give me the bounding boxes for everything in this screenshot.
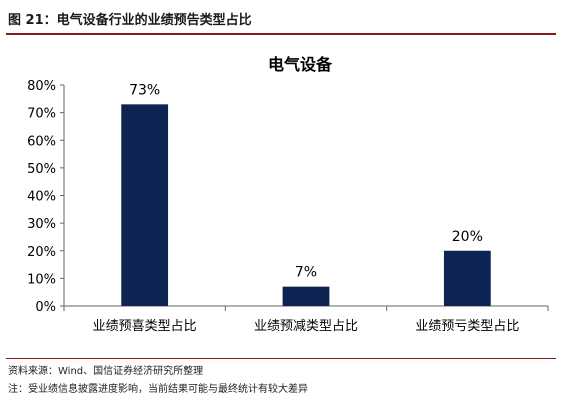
data-label: 7% [295,265,317,281]
y-tick-label: 20% [27,245,56,260]
y-tick-label: 30% [27,217,56,232]
y-axis: 0% 10% 20% 30% 40% 50% 60% 70% 80% [27,79,65,315]
bar [121,104,169,307]
y-tick-label: 0% [35,300,56,315]
bar [282,286,330,306]
chart-title: 电气设备 [268,55,333,74]
bars [121,104,491,307]
x-tick-label: 业绩预亏类型占比 [415,319,519,334]
y-tick-label: 80% [27,79,56,94]
disclaimer-note: 注：受业绩信息披露进度影响，当前结果可能与最终统计有较大差异 [8,384,308,395]
data-label: 20% [452,229,483,245]
bar-chart: 电气设备 0% 10% 20% 30% 40% 50% 60% 70% 80% 73% 7% 20%… [27,55,549,334]
bar [443,250,491,306]
y-tick-label: 40% [27,190,56,205]
x-tick-labels: 业绩预喜类型占比 业绩预减类型占比 业绩预亏类型占比 [93,319,520,334]
data-labels: 73% 7% 20% [129,82,483,280]
figure-title: 图 21：电气设备行业的业绩预告类型占比 [8,13,252,28]
title-divider [6,33,556,35]
footer-divider [6,358,556,359]
source-note: 资料来源：Wind、国信证券经济研究所整理 [8,366,204,377]
x-axis [63,305,549,311]
y-tick-label: 10% [27,272,56,287]
x-tick-label: 业绩预减类型占比 [254,319,358,334]
x-tick-label: 业绩预喜类型占比 [93,319,197,334]
y-tick-label: 50% [27,162,56,177]
data-label: 73% [129,82,160,98]
y-tick-label: 70% [27,107,56,122]
y-tick-label: 60% [27,134,56,149]
